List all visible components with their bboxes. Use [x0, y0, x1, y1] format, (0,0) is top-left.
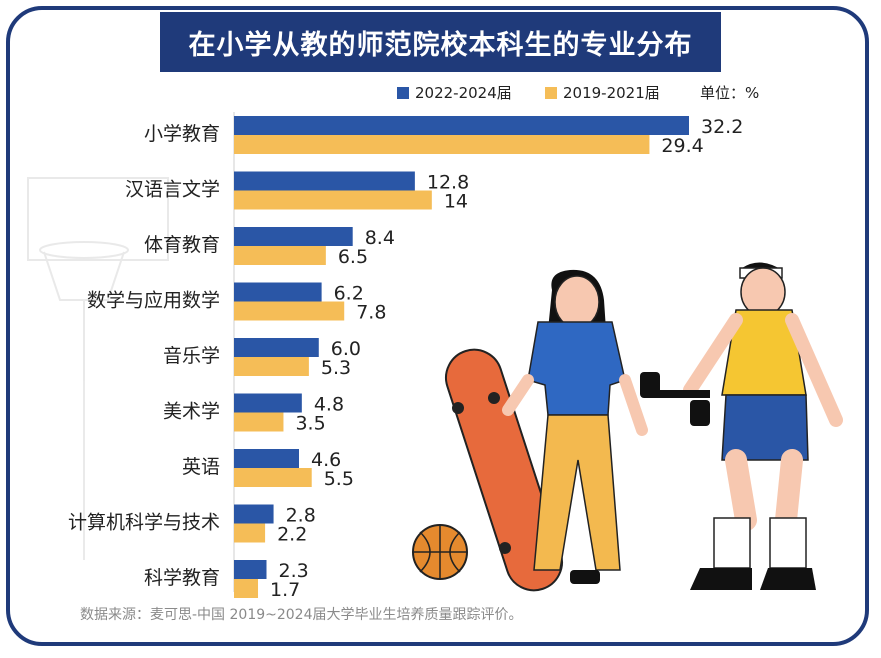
category-label: 数学与应用数学: [87, 290, 220, 312]
bar-series-2: [234, 412, 284, 432]
bar-series-1: [234, 393, 302, 413]
legend-swatch-series-1: [397, 87, 409, 99]
data-label-series-2: 3.5: [295, 413, 325, 435]
legend-swatch-series-2: [545, 87, 557, 99]
data-label-series-1: 6.2: [334, 283, 364, 305]
bar-series-1: [234, 560, 267, 579]
bar-series-1: [234, 338, 319, 357]
category-label: 小学教育: [144, 123, 220, 145]
category-label: 美术学: [163, 401, 220, 423]
category-label: 音乐学: [163, 345, 220, 367]
data-label-series-2: 7.8: [356, 302, 386, 324]
bar-series-2: [234, 579, 259, 598]
data-label-series-1: 32.2: [701, 116, 743, 138]
data-label-series-1: 12.8: [427, 172, 469, 194]
data-label-series-2: 1.7: [270, 579, 300, 601]
data-label-series-2: 29.4: [661, 135, 703, 157]
bar-series-2: [234, 357, 309, 376]
category-label: 体育教育: [144, 234, 220, 256]
hoop-icon: [27, 177, 169, 560]
bar-series-2: [234, 523, 266, 543]
legend-label-series-2: 2019-2021届: [563, 84, 660, 102]
unit-label: 单位：%: [700, 84, 759, 102]
students-illustration: [27, 177, 843, 592]
dumbbell-icon: [640, 372, 710, 426]
chart-title: 在小学从教的师范院校本科生的专业分布: [160, 12, 721, 72]
data-label-series-2: 6.5: [338, 246, 368, 268]
boy-figure: [640, 262, 843, 590]
bar-series-1: [234, 171, 415, 191]
data-label-series-2: 2.2: [277, 524, 307, 546]
bar-series-2: [234, 301, 345, 321]
bar-series-1: [234, 227, 353, 246]
category-label: 科学教育: [144, 567, 220, 589]
data-label-series-1: 6.0: [331, 338, 361, 360]
bar-series-1: [234, 282, 322, 302]
legend-label-series-1: 2022-2024届: [415, 84, 512, 102]
bars-group: 小学教育 32.229.4 汉语言文学 12.814 体育教育 8.46.5 数学与应用数学…: [68, 116, 743, 601]
data-label-series-1: 4.6: [311, 449, 341, 471]
data-label-series-1: 4.8: [314, 394, 344, 416]
data-label-series-1: 2.8: [286, 505, 316, 527]
legend: 2022-2024届 2019-2021届 单位：%: [397, 84, 759, 102]
data-label-series-1: 8.4: [365, 227, 395, 249]
bar-series-2: [234, 190, 432, 210]
bar-series-2: [234, 246, 326, 265]
data-label-series-2: 5.5: [324, 468, 354, 490]
bar-series-1: [234, 449, 299, 468]
data-label-series-2: 5.3: [321, 357, 351, 379]
category-label: 英语: [182, 456, 220, 478]
source-note: 数据来源：麦可思-中国 2019~2024届大学毕业生培养质量跟踪评价。: [80, 607, 523, 623]
category-label: 汉语言文学: [125, 179, 220, 201]
category-label: 计算机科学与技术: [68, 512, 220, 534]
data-label-series-2: 14: [444, 191, 468, 213]
bar-series-2: [234, 468, 312, 487]
data-label-series-1: 2.3: [279, 560, 309, 582]
bar-series-1: [234, 116, 689, 135]
basketball-icon: [412, 524, 468, 580]
bar-series-2: [234, 135, 650, 154]
girl-figure: [502, 269, 648, 584]
bar-series-1: [234, 504, 274, 524]
